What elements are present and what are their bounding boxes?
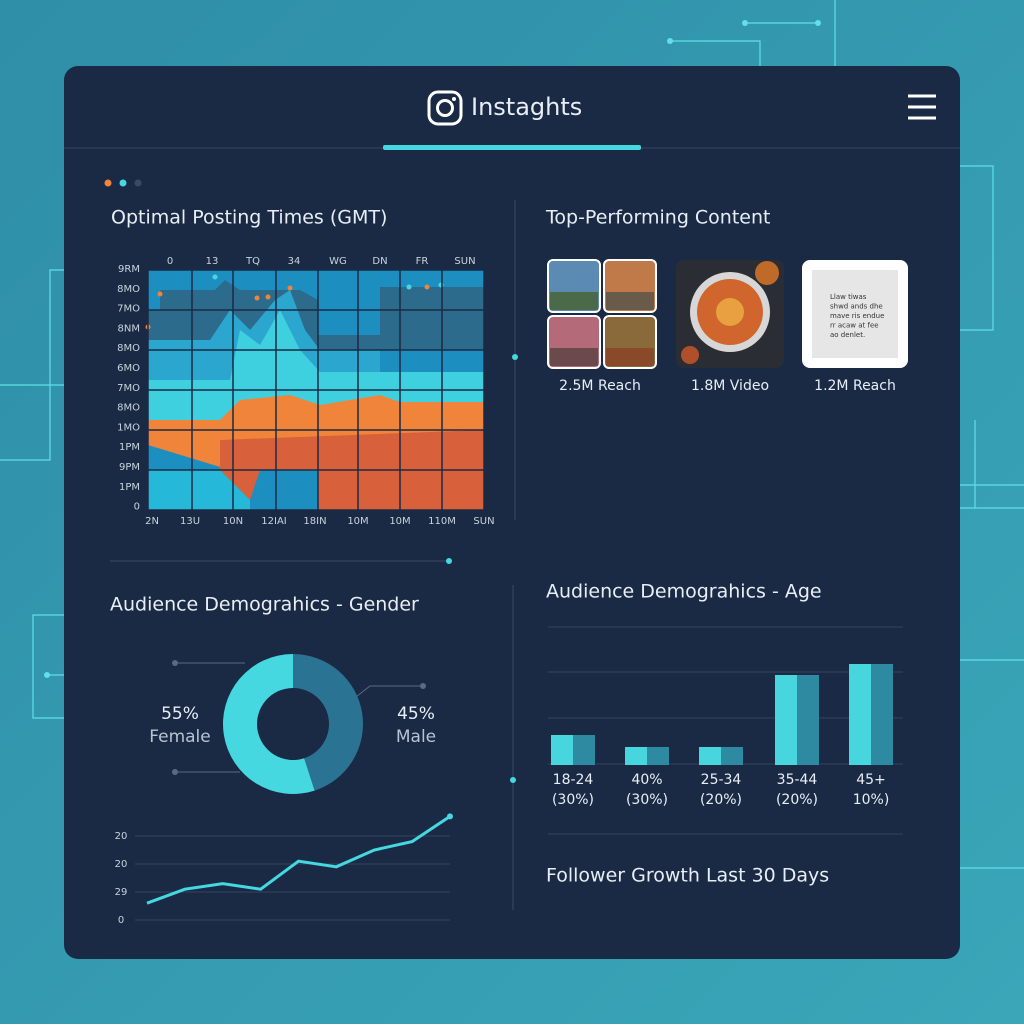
section-title: Optimal Posting Times (GMT) (111, 207, 387, 229)
axis-label: 13 (206, 256, 219, 267)
axis-label: 8NM (118, 323, 140, 334)
bar (625, 747, 647, 765)
axis-label: DN (372, 256, 387, 267)
caption: 1.2M Reach (814, 378, 896, 394)
bar-label: 18-24 (553, 772, 594, 788)
bar (551, 735, 573, 765)
segment-name: Female (149, 727, 210, 747)
axis-label: 34 (288, 256, 301, 267)
segment-value: 45% (397, 704, 435, 724)
section-title: Top-Performing Content (545, 207, 770, 229)
bar-shade (797, 675, 819, 765)
app-title: Instaghts (471, 93, 582, 121)
axis-label: 8MO (117, 343, 140, 354)
bar-sublabel: (20%) (776, 792, 818, 808)
dot (104, 179, 112, 187)
section-title: Follower Growth Last 30 Days (546, 865, 829, 887)
axis-label: FR (416, 256, 429, 267)
active-tab[interactable] (383, 145, 641, 150)
card-text: shwd ands dhe (830, 303, 883, 311)
axis-label: SUN (473, 516, 494, 527)
bar-sublabel: (20%) (700, 792, 742, 808)
dot (510, 777, 516, 783)
y-tick-label: 29 (115, 887, 128, 898)
dot (134, 179, 142, 187)
axis-label: 1PM (119, 442, 140, 453)
segment-name: Male (396, 727, 436, 747)
logo-icon (427, 90, 463, 126)
y-tick-label: 20 (115, 859, 128, 870)
axis-label: 8MO (117, 284, 140, 295)
bar-sublabel: (30%) (626, 792, 668, 808)
axis-label: 0 (167, 256, 173, 267)
menu-button[interactable] (908, 94, 936, 120)
card-inner (812, 270, 898, 358)
axis-label: SUN (454, 256, 475, 267)
bar-sublabel: 10%) (853, 792, 890, 808)
bar-shade (647, 747, 669, 765)
axis-label: 7MO (117, 304, 140, 315)
card-text: rr acaw at fee (830, 322, 879, 330)
axis-label: 2N (145, 516, 159, 527)
segment-value: 55% (161, 704, 199, 724)
axis-label: 0 (134, 502, 140, 513)
leader-dots (172, 660, 426, 775)
heatmap-grid (147, 269, 485, 511)
axis-label: 18IN (303, 516, 326, 527)
axis-label: 12IAI (261, 516, 286, 527)
section-title: Audience Demograhics - Age (546, 581, 822, 603)
card-text: mave ris endue (830, 312, 884, 320)
axis-label: 1PM (119, 482, 140, 493)
axis-label: 110M (428, 516, 456, 527)
panel (64, 66, 960, 959)
bar-shade (871, 664, 893, 765)
logo-dot (452, 97, 456, 101)
line-end (447, 813, 453, 820)
bar (849, 664, 871, 765)
axis-label: 9RM (118, 264, 140, 275)
axis-label: 10M (347, 516, 368, 527)
dot (119, 179, 127, 187)
axis-label: 7MO (117, 383, 140, 394)
y-tick-label: 20 (115, 831, 128, 842)
bar-label: 40% (631, 772, 662, 788)
card-text: ao denlet. (830, 331, 865, 339)
axis-label: 8MO (117, 403, 140, 414)
thumbnail-food[interactable] (676, 260, 784, 368)
axis-label: 10M (389, 516, 410, 527)
bar-label: 45+ (856, 772, 886, 788)
axis-label: 1MO (117, 422, 140, 433)
growth-line (146, 815, 451, 905)
donut-segment (223, 654, 315, 795)
bar-label: 25-34 (701, 772, 742, 788)
bar (775, 675, 797, 765)
bar-label: 35-44 (777, 772, 818, 788)
leader-lines (175, 662, 423, 773)
donut-segment (293, 654, 363, 791)
dot (512, 354, 518, 360)
section-title: Audience Demograhics - Gender (110, 594, 419, 616)
dot (446, 558, 452, 564)
caption: 1.8M Video (691, 378, 769, 394)
bar (699, 747, 721, 765)
bar-shade (721, 747, 743, 765)
thumbnail-collage[interactable] (547, 259, 657, 369)
y-tick-label: 0 (118, 915, 124, 926)
axis-label: WG (329, 256, 347, 267)
axis-label: 13U (180, 516, 200, 527)
card-text: Llaw tiwas (830, 293, 867, 301)
axis-label: TQ (245, 256, 260, 267)
caption: 2.5M Reach (559, 378, 641, 394)
bar-sublabel: (30%) (552, 792, 594, 808)
bar-shade (573, 735, 595, 765)
axis-label: 6MO (117, 363, 140, 374)
axis-label: 9PM (119, 462, 140, 473)
axis-label: 10N (223, 516, 243, 527)
